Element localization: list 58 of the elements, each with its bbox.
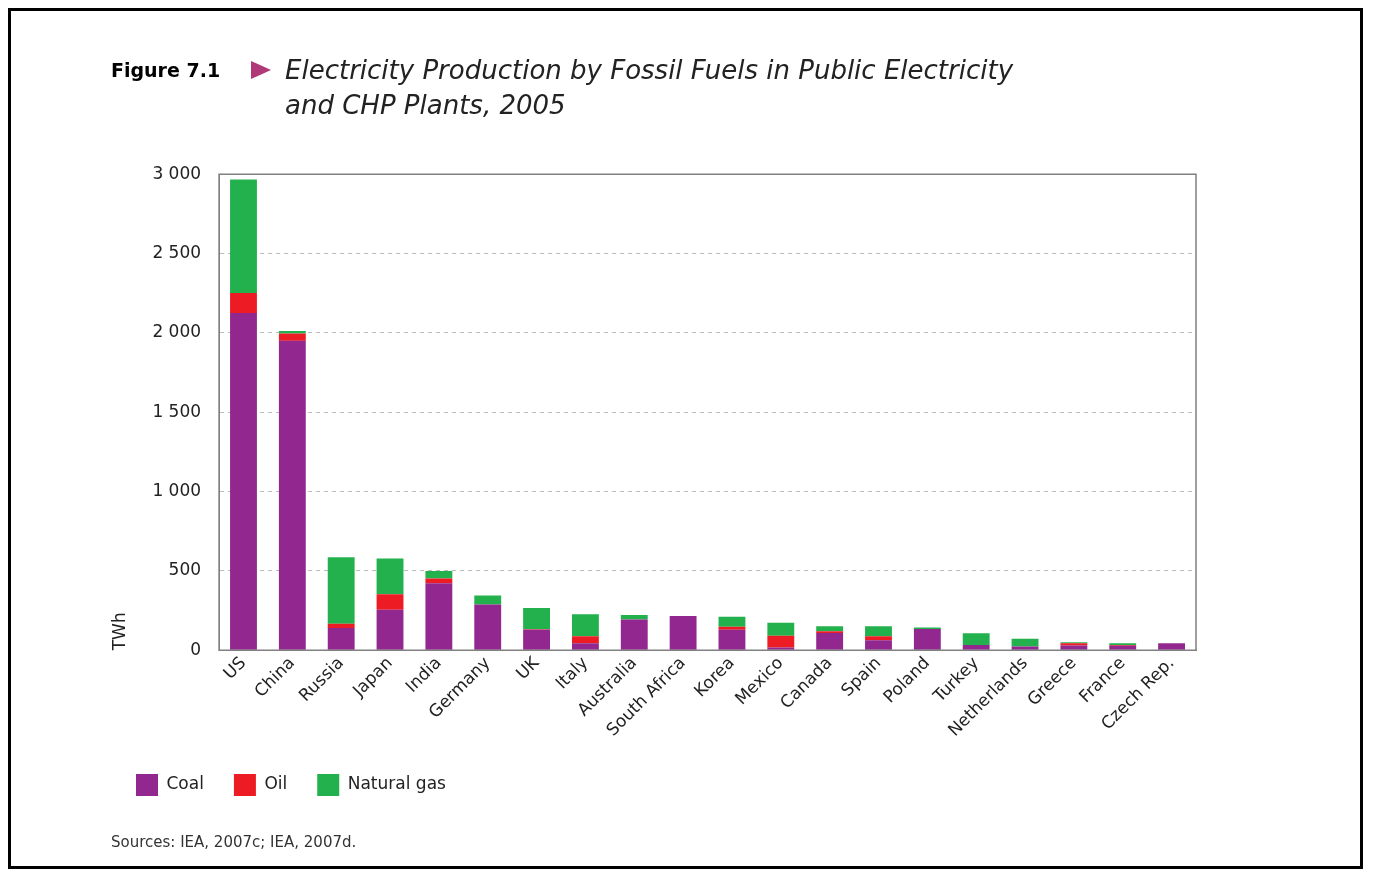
bar: [865, 636, 892, 641]
bar: [230, 313, 257, 650]
bar: [1011, 646, 1039, 650]
bar: [327, 623, 355, 629]
y-tick-label: 2 000: [152, 321, 202, 342]
bar: [718, 629, 746, 650]
bar: [1109, 645, 1137, 650]
bar: [767, 622, 795, 636]
bar: [669, 616, 697, 650]
bar: [816, 633, 844, 650]
bar: [620, 619, 648, 650]
y-tick-label: 3 000: [152, 162, 202, 183]
chart-title: Electricity Production by Fossil Fuels in Public Electricity and CHP Plants, 2005: [285, 54, 1015, 122]
bar: [425, 583, 453, 650]
y-tick-label: 0: [190, 638, 202, 659]
bar: [816, 626, 844, 632]
bar: [1158, 643, 1186, 650]
y-tick-label: 500: [168, 559, 202, 580]
x-tick-label: US: [218, 652, 250, 683]
bar: [718, 626, 746, 630]
bar: [571, 643, 599, 650]
legend-label: Oil: [264, 773, 288, 794]
bar: [230, 179, 257, 293]
bar: [230, 292, 257, 314]
x-tick-label: UK: [511, 651, 544, 684]
y-tick-label: 2 500: [152, 241, 202, 262]
bar: [767, 635, 795, 648]
legend-label: Coal: [166, 773, 204, 794]
bar: [425, 570, 453, 579]
bar: [1060, 645, 1088, 650]
source-note: Sources: IEA, 2007c; IEA, 2007d.: [111, 833, 357, 851]
bar: [962, 645, 990, 650]
y-tick-label: 1 000: [152, 480, 202, 501]
bar: [620, 614, 648, 620]
bar: [571, 636, 599, 644]
bar: [767, 647, 795, 650]
bar: [278, 331, 306, 334]
y-tick-label: 1 500: [152, 400, 202, 421]
bar: [571, 614, 599, 637]
bar: [474, 595, 502, 605]
bar: [913, 628, 941, 650]
bar: [865, 626, 892, 637]
bar: [523, 608, 550, 630]
bar: [327, 628, 355, 650]
bar: [278, 340, 306, 650]
bar: [962, 633, 990, 646]
bar: [278, 333, 306, 341]
bar: [865, 640, 892, 650]
bar: [376, 558, 404, 595]
bar: [376, 594, 404, 610]
legend-label: Natural gas: [347, 773, 447, 794]
bar: [474, 604, 502, 650]
bar: [327, 557, 355, 624]
caption: Figure 7.1: [111, 59, 222, 81]
bar: [376, 609, 404, 650]
bar: [718, 616, 746, 627]
bar: [523, 629, 550, 650]
y-axis-title: TWh: [108, 612, 129, 652]
